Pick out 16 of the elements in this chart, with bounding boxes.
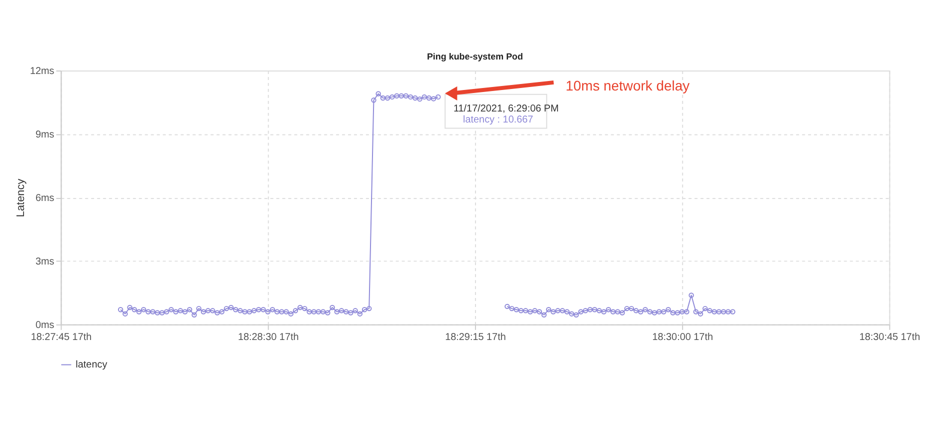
x-tick-label: 18:28:30 17th	[238, 332, 299, 343]
chart-title: Ping kube-system Pod	[426, 52, 523, 62]
y-tick-label: 0ms	[35, 320, 54, 331]
annotation: 10ms network delay	[566, 77, 690, 94]
y-axis-title: Latency	[14, 178, 27, 218]
legend-label: latency	[76, 360, 108, 371]
y-tick-label: 3ms	[35, 256, 54, 268]
y-tick-label: 6ms	[35, 192, 54, 204]
x-tick-label: 18:27:45 17th	[30, 332, 92, 343]
x-tick-label: 18:30:45 17th	[859, 332, 920, 343]
y-tick-label: 9ms	[35, 129, 54, 140]
annotation: latency : 10.667	[463, 114, 534, 126]
y-tick-label: 12ms	[30, 66, 54, 77]
x-tick-label: 18:30:00 17th	[652, 332, 713, 343]
annotation: 11/17/2021, 6:29:06 PM	[453, 104, 559, 115]
x-tick-label: 18:29:15 17th	[445, 332, 506, 343]
